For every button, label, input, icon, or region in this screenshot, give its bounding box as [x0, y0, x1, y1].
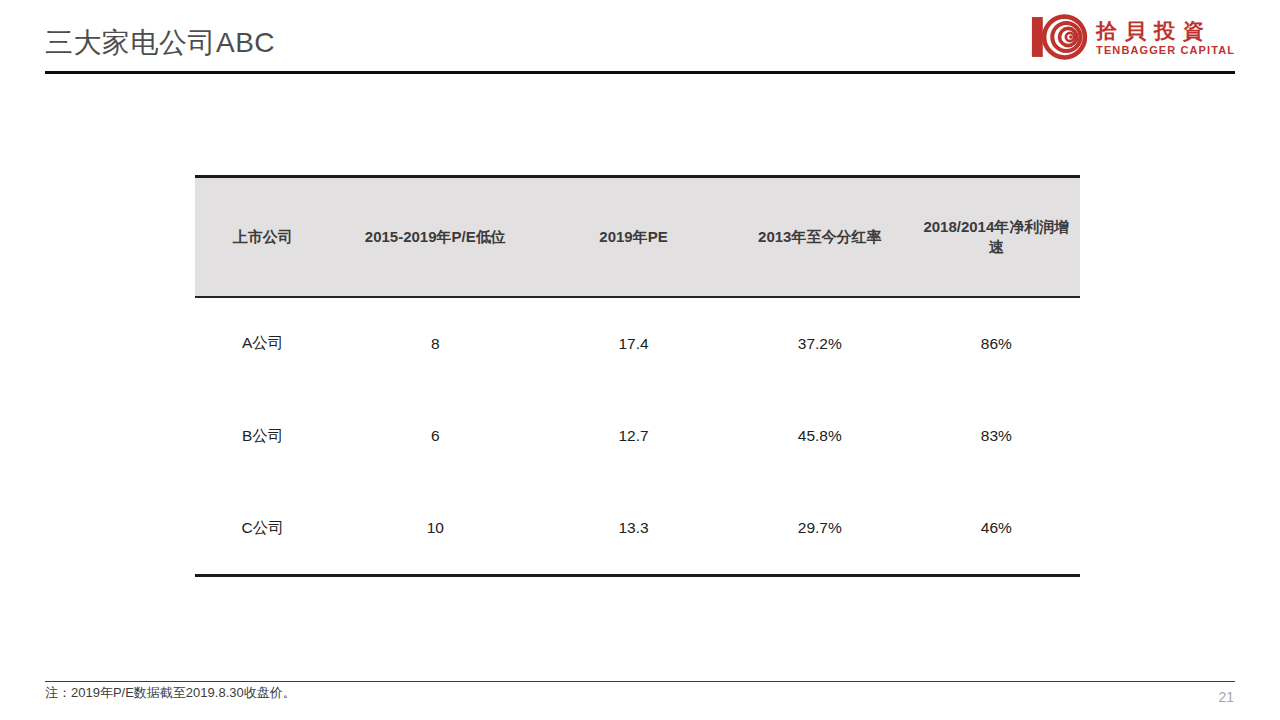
cell-pe-2019: 12.7 [540, 390, 727, 483]
cell-dividend: 45.8% [727, 390, 913, 483]
cell-dividend: 37.2% [727, 297, 913, 390]
cell-profit-growth: 86% [913, 297, 1080, 390]
cell-pe-2019: 17.4 [540, 297, 727, 390]
presentation-slide: 三大家电公司ABC 拾貝投資 TENBAGGER CAPITAL 上市公司 20… [0, 0, 1280, 720]
footer-divider [45, 681, 1235, 682]
table-row: A公司 8 17.4 37.2% 86% [195, 297, 1080, 390]
cell-company: B公司 [195, 390, 330, 483]
tenbagger-10-shell-icon [1031, 11, 1089, 63]
column-header-company: 上市公司 [195, 177, 330, 297]
title-divider [45, 71, 1235, 74]
cell-pe-low: 10 [330, 483, 540, 576]
table-row: C公司 10 13.3 29.7% 46% [195, 483, 1080, 576]
logo-en-name: TENBAGGER CAPITAL [1096, 44, 1235, 57]
cell-pe-low: 6 [330, 390, 540, 483]
companies-comparison-table: 上市公司 2015-2019年P/E低位 2019年PE 2013年至今分红率 … [195, 175, 1080, 577]
cell-profit-growth: 46% [913, 483, 1080, 576]
table-row: B公司 6 12.7 45.8% 83% [195, 390, 1080, 483]
cell-pe-2019: 13.3 [540, 483, 727, 576]
cell-company: C公司 [195, 483, 330, 576]
cell-pe-low: 8 [330, 297, 540, 390]
column-header-pe-low: 2015-2019年P/E低位 [330, 177, 540, 297]
logo-cn-name: 拾貝投資 [1096, 17, 1212, 44]
logo-text: 拾貝投資 TENBAGGER CAPITAL [1096, 17, 1235, 57]
footnote: 注：2019年P/E数据截至2019.8.30收盘价。 [45, 684, 296, 702]
company-logo: 拾貝投資 TENBAGGER CAPITAL [1031, 11, 1235, 63]
column-header-dividend: 2013年至今分红率 [727, 177, 913, 297]
cell-dividend: 29.7% [727, 483, 913, 576]
cell-profit-growth: 83% [913, 390, 1080, 483]
column-header-pe-2019: 2019年PE [540, 177, 727, 297]
page-title: 三大家电公司ABC [45, 26, 275, 60]
page-number: 21 [1218, 689, 1234, 705]
cell-company: A公司 [195, 297, 330, 390]
table-header-row: 上市公司 2015-2019年P/E低位 2019年PE 2013年至今分红率 … [195, 177, 1080, 297]
column-header-profit-growth: 2018/2014年净利润增速 [913, 177, 1080, 297]
